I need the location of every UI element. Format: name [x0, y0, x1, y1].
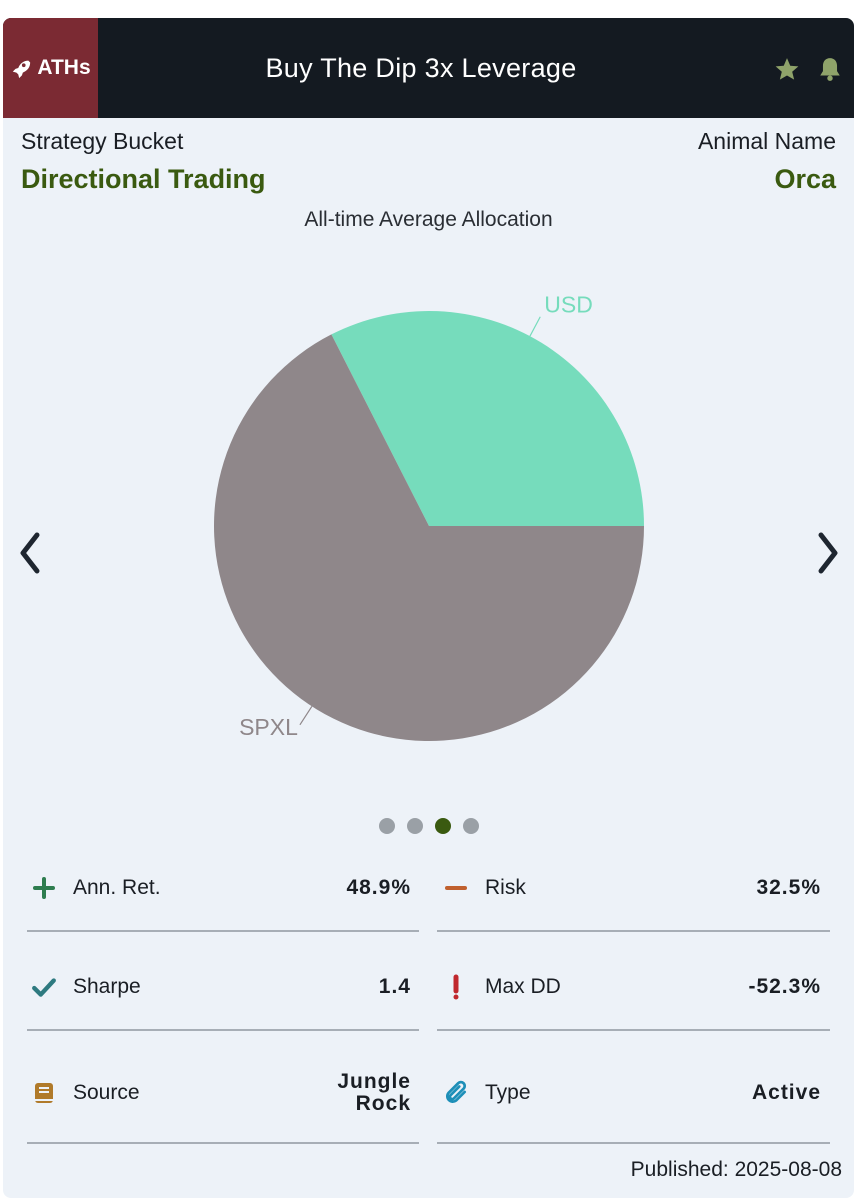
pie-label-usd: USD	[544, 292, 593, 318]
stat-value: 32.5%	[756, 876, 821, 899]
stat-type: Type Active	[443, 1073, 821, 1113]
chevron-left-icon[interactable]	[15, 531, 45, 575]
stat-label: Sharpe	[73, 975, 141, 998]
strategy-bucket-label: Strategy Bucket	[21, 128, 184, 154]
pie-slice-spxl[interactable]	[213, 334, 644, 741]
aths-badge[interactable]: ATHs	[3, 18, 98, 118]
stat-label: Type	[485, 1081, 531, 1104]
bell-icon[interactable]	[817, 56, 843, 82]
paperclip-icon	[443, 1080, 469, 1106]
carousel-dot[interactable]	[379, 818, 395, 834]
stat-sharpe: Sharpe 1.4	[31, 967, 411, 1007]
divider	[437, 1029, 830, 1031]
stat-value: -52.3%	[748, 975, 821, 998]
carousel-dot[interactable]	[407, 818, 423, 834]
stat-ann-ret: Ann. Ret. 48.9%	[31, 868, 411, 908]
pie-label-spxl: SPXL	[239, 714, 298, 740]
published-date: Published: 2025-08-08	[630, 1158, 842, 1181]
pie-leader-line	[299, 705, 313, 726]
strategy-card: ATHs Buy The Dip 3x Leverage Strategy Bu…	[3, 18, 854, 1198]
divider	[27, 1029, 419, 1031]
carousel-dot[interactable]	[463, 818, 479, 834]
chevron-right-icon[interactable]	[813, 531, 843, 575]
allocation-title: All-time Average Allocation	[304, 208, 553, 231]
rocket-icon	[13, 60, 31, 79]
aths-badge-label: ATHs	[37, 56, 91, 79]
card-header: ATHs Buy The Dip 3x Leverage	[3, 18, 854, 118]
minus-icon	[443, 875, 469, 901]
stat-value: 48.9%	[346, 876, 411, 899]
divider	[27, 930, 419, 932]
strategy-bucket-value: Directional Trading	[21, 164, 266, 194]
stat-label: Risk	[485, 876, 526, 899]
stat-label: Ann. Ret.	[73, 876, 161, 899]
plus-icon	[31, 875, 57, 901]
animal-name-value: Orca	[774, 164, 836, 194]
divider	[437, 1142, 830, 1144]
carousel-dots	[379, 818, 479, 834]
pie-leader-line	[529, 316, 541, 337]
allocation-pie-chart: USD SPXL	[213, 292, 644, 741]
divider	[27, 1142, 419, 1144]
exclamation-icon	[443, 974, 469, 1000]
animal-name-label: Animal Name	[697, 128, 836, 154]
stat-value: 1.4	[378, 975, 411, 998]
star-icon[interactable]	[774, 56, 800, 82]
strategy-title: Buy The Dip 3x Leverage	[265, 52, 577, 83]
stat-max-dd: Max DD -52.3%	[443, 967, 821, 1007]
carousel-dot[interactable]	[435, 818, 451, 834]
book-icon	[31, 1080, 57, 1106]
stat-value: Jungle Rock	[337, 1070, 411, 1115]
divider	[437, 930, 830, 932]
check-icon	[31, 974, 57, 1000]
stat-risk: Risk 32.5%	[443, 868, 821, 908]
stat-source: Source Jungle Rock	[31, 1070, 411, 1115]
pie-slice-usd[interactable]	[331, 310, 644, 526]
stat-label: Source	[73, 1081, 140, 1104]
stat-label: Max DD	[485, 975, 561, 998]
stat-value: Active	[751, 1081, 821, 1104]
